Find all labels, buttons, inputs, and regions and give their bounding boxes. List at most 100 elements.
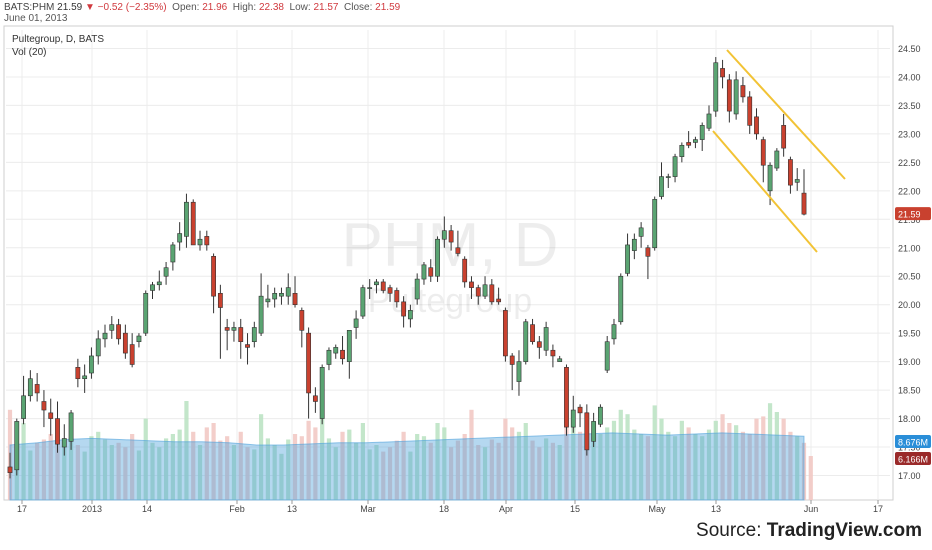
volume-bar xyxy=(21,423,26,500)
candle xyxy=(502,307,508,362)
candle-body xyxy=(638,227,644,237)
y-tick-label: 24.50 xyxy=(898,44,921,54)
candle xyxy=(374,279,379,294)
candle-body xyxy=(34,384,40,394)
candle-body xyxy=(441,230,447,240)
candle xyxy=(733,71,739,120)
volume-bar xyxy=(279,453,284,500)
candle xyxy=(625,233,630,277)
volume-bar xyxy=(781,418,786,500)
volume-bar xyxy=(136,450,142,500)
candle-body xyxy=(231,327,237,331)
open-label: Open: xyxy=(172,2,200,13)
candle-body xyxy=(455,247,461,254)
volume-bar xyxy=(157,447,162,500)
candle xyxy=(184,193,189,248)
volume-bar xyxy=(340,431,345,500)
candle xyxy=(265,284,271,308)
candle xyxy=(611,318,617,345)
down-arrow-icon: ▼ xyxy=(84,2,95,13)
candle xyxy=(469,276,474,300)
candle-body xyxy=(285,287,291,297)
candle xyxy=(326,347,332,371)
candle xyxy=(109,316,115,339)
candle xyxy=(136,333,142,348)
candle-body xyxy=(713,62,719,112)
volume-bar xyxy=(143,418,148,500)
candle-body xyxy=(41,401,47,411)
volume-bar xyxy=(530,440,535,500)
candle xyxy=(516,350,522,396)
candle xyxy=(95,330,101,365)
candle-body xyxy=(509,355,515,365)
volume-bar xyxy=(102,439,108,500)
candle-body xyxy=(170,244,176,263)
candle-body xyxy=(726,79,732,112)
volume-bar xyxy=(347,429,352,500)
volume-bars xyxy=(7,401,813,501)
candle xyxy=(48,398,54,436)
candle-body xyxy=(414,278,420,300)
volume-bar xyxy=(306,420,311,500)
candle-body xyxy=(190,201,196,246)
channel-lower-line xyxy=(712,130,818,253)
candle xyxy=(387,284,393,302)
volume-bar xyxy=(184,401,189,500)
candle-body xyxy=(163,267,169,277)
legend: Pultegroup, D, BATS Vol (20) xyxy=(12,33,104,59)
candle xyxy=(360,284,366,319)
volume-bar xyxy=(48,434,53,500)
candle-body xyxy=(292,293,298,305)
candle xyxy=(407,304,413,328)
candle xyxy=(631,233,637,260)
volume-bar xyxy=(734,425,739,500)
volume-bar xyxy=(435,423,440,500)
candles xyxy=(7,57,807,479)
candle xyxy=(150,281,155,300)
candle xyxy=(706,105,712,132)
volume-bar xyxy=(163,438,169,500)
high-label: High: xyxy=(232,2,257,13)
volume-bar xyxy=(788,431,793,500)
price-tag-bg xyxy=(895,207,931,221)
candle-body xyxy=(625,244,630,274)
candle xyxy=(333,344,339,359)
volume-bar xyxy=(571,425,576,500)
volume-bar xyxy=(360,423,365,500)
candle-body xyxy=(536,341,542,348)
candle-body xyxy=(557,358,563,362)
candle xyxy=(82,364,88,393)
volume-bar xyxy=(516,431,522,500)
candle-body xyxy=(591,421,597,442)
volume-bar xyxy=(320,412,325,500)
volume-bar xyxy=(75,445,80,500)
candle xyxy=(353,310,359,339)
volume-bar xyxy=(177,429,182,500)
candle-body xyxy=(794,179,800,183)
candle-body xyxy=(333,347,339,354)
y-tick-label: 20.50 xyxy=(898,272,921,282)
volume-bar xyxy=(700,436,705,500)
candle xyxy=(394,287,400,308)
candle-body xyxy=(706,113,712,129)
y-tick-label: 21.00 xyxy=(898,243,921,253)
candle-body xyxy=(679,144,685,157)
volume-bar xyxy=(374,445,379,500)
volume-bar xyxy=(618,409,623,500)
volume-bar xyxy=(625,414,630,500)
volume-bar xyxy=(611,420,617,500)
volume-bar xyxy=(225,436,230,500)
candle xyxy=(245,333,250,365)
x-tick-label: 14 xyxy=(142,504,152,514)
low-value: 21.57 xyxy=(313,2,339,13)
volume-bar xyxy=(462,434,467,500)
candle xyxy=(530,318,535,345)
candle xyxy=(713,57,719,117)
volume-bar xyxy=(774,412,779,500)
volume-bar xyxy=(35,442,40,500)
volume-bar xyxy=(387,447,393,500)
x-tick-label: 13 xyxy=(287,504,297,514)
candle xyxy=(550,344,556,368)
volume-bar xyxy=(482,447,488,500)
